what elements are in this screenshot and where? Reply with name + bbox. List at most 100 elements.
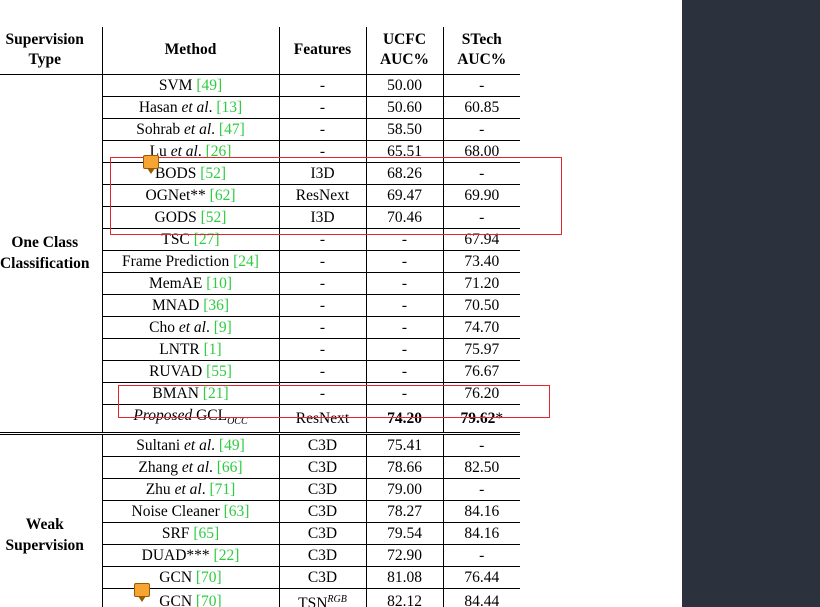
ucfc-auc-cell: 70.46 (365, 206, 443, 229)
citation-link[interactable]: [24] (233, 252, 259, 270)
table-row: LNTR [1] - -75.97 (0, 338, 520, 361)
et-al-dot: . (211, 436, 219, 454)
citation-link[interactable]: [10] (206, 274, 233, 292)
table-row: One Class Classification SVM [49] -50.00- (0, 74, 520, 435)
stech-auc-cell: 73.40 (442, 250, 520, 273)
features-cell: - (278, 250, 366, 273)
method-name: BMAN (152, 384, 203, 402)
features-cell: C3D (278, 433, 366, 457)
ucfc-auc-cell: 78.27 (365, 500, 443, 523)
method-name: LNTR (159, 340, 204, 358)
stech-auc-cell: - (442, 544, 520, 567)
citation-link[interactable]: [52] (200, 208, 227, 226)
features-cell: - (278, 96, 366, 119)
group-one-class-classification: One Class Classification (0, 74, 102, 435)
features-cell: C3D (278, 500, 366, 523)
method-cell: Sohrab et al. [47] (101, 118, 279, 141)
citation-link[interactable]: [52] (200, 164, 227, 182)
method-name: Zhu (145, 480, 175, 498)
method-cell: SRF [65] (101, 522, 279, 545)
citation-link[interactable]: [13] (216, 98, 243, 116)
features-cell: C3D (278, 456, 366, 479)
citation-link[interactable]: [1] (203, 340, 222, 358)
comment-note-icon[interactable] (134, 583, 150, 602)
citation-link[interactable]: [36] (203, 296, 230, 314)
features-cell: - (278, 272, 366, 295)
method-name: GODS (154, 208, 201, 226)
stech-auc-cell: 84.16 (442, 500, 520, 523)
ucfc-auc-cell: 78.66 (365, 456, 443, 479)
method-cell: Hasan et al. [13] (101, 96, 279, 119)
citation-link[interactable]: [70] (195, 568, 222, 586)
method-cell: Proposed GCLOCC (101, 404, 279, 435)
ucfc-auc-cell: 82.12 (365, 588, 443, 607)
citation-link[interactable]: [49] (218, 436, 245, 454)
table-row: SRF [65] C3D 79.54 84.16 (0, 522, 520, 545)
citation-link[interactable]: [26] (205, 142, 232, 160)
method-name: MemAE (148, 274, 207, 292)
ucfc-auc-cell: 81.08 (365, 566, 443, 589)
ucfc-auc-cell: 79.54 (365, 522, 443, 545)
ucfc-auc-cell: - (365, 360, 443, 383)
et-al-dot: . (197, 142, 206, 160)
citation-link[interactable]: [22] (213, 546, 240, 564)
citation-link[interactable]: [65] (193, 524, 220, 542)
citation-link[interactable]: [47] (218, 120, 245, 138)
features-cell: - (278, 228, 366, 251)
et-al: et al (170, 142, 198, 160)
citation-link[interactable]: [66] (216, 458, 243, 476)
table-row: Frame Prediction [24] - -73.40 (0, 250, 520, 273)
ucfc-auc-cell: 69.47 (365, 184, 443, 207)
stech-auc-cell: - (442, 433, 520, 457)
et-al: et al (184, 120, 212, 138)
method-cell: OGNet** [62] (101, 184, 279, 207)
method-name: BODS (154, 164, 201, 182)
table-row: GCN [70] C3D 81.08 76.44 (0, 566, 520, 589)
citation-link[interactable]: [27] (193, 230, 220, 248)
features-cell: - (278, 294, 366, 317)
citation-link[interactable]: [49] (196, 76, 223, 94)
method-cell: Noise Cleaner [63] (101, 500, 279, 523)
citation-link[interactable]: [21] (202, 384, 229, 402)
table-row: Sohrab et al. [47] -58.50- (0, 118, 520, 141)
ucfc-auc-cell: 74.20 (365, 404, 443, 435)
ucfc-auc-cell: 75.41 (365, 433, 443, 457)
proposed-row: Proposed GCLOCC ResNext 74.20 79.62* (0, 404, 520, 435)
method-name: SRF (161, 524, 194, 542)
table-row: MemAE [10] - -71.20 (0, 272, 520, 295)
et-al-dot: . (209, 458, 217, 476)
table-row: Zhang et al. [66] C3D 78.66 82.50 (0, 456, 520, 479)
features-cell: C3D (278, 566, 366, 589)
citation-link[interactable]: [9] (213, 318, 232, 336)
features-cell: C3D (278, 522, 366, 545)
header-supervision-type: Supervision Type (0, 27, 102, 75)
features-cell: TSNRGB (278, 588, 366, 607)
citation-link[interactable]: [63] (223, 502, 250, 520)
method-name: Frame Prediction (122, 252, 234, 270)
citation-link[interactable]: [70] (195, 592, 222, 607)
method-name: RUVAD (149, 362, 207, 380)
ucfc-auc-cell: - (365, 382, 443, 405)
et-al-dot: . (201, 480, 210, 498)
citation-link[interactable]: [55] (206, 362, 232, 380)
table-row: GCN [70] TSNRGB 82.12 84.44 (0, 588, 520, 607)
stech-auc-cell: 70.50 (442, 294, 520, 317)
method-name: Zhang (138, 458, 182, 476)
citation-link[interactable]: [71] (209, 480, 236, 498)
stech-auc-cell: 76.20 (442, 382, 520, 405)
stech-auc-cell: 79.62* (442, 404, 520, 435)
method-name: GCN (159, 568, 196, 586)
stech-auc-cell: 76.44 (442, 566, 520, 589)
weak-supervision-section: Weak Supervision Sultani et al. [49] C3D 75.… (0, 433, 520, 607)
method-name: MNAD (151, 296, 204, 314)
method-cell: DUAD*** [22] (101, 544, 279, 567)
citation-link[interactable]: [62] (209, 186, 236, 204)
stech-auc-cell: 84.44 (442, 588, 520, 607)
method-name: Sultani (136, 436, 185, 454)
table-row: BODS [52] I3D 68.26- (0, 162, 520, 185)
table-row: Zhu et al. [71] C3D 79.00- (0, 478, 520, 501)
stech-auc-cell: 76.67 (442, 360, 520, 383)
features-cell: ResNext (278, 184, 366, 207)
comment-note-icon[interactable] (143, 155, 159, 174)
stech-auc-cell: 68.00 (442, 140, 520, 163)
